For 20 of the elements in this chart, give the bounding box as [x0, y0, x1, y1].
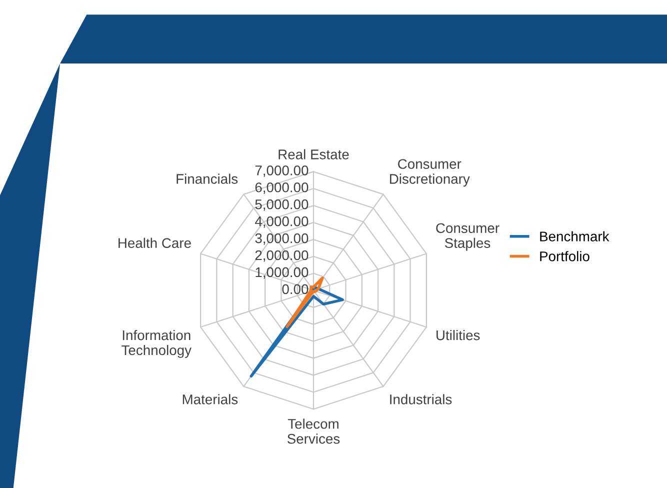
y-tick-label: 0.00 — [282, 284, 308, 294]
legend-label: Benchmark — [540, 231, 610, 242]
spoke-label: Real Estate — [278, 149, 349, 160]
y-tick-label: 7,000.00 — [255, 166, 308, 177]
spoke-label: Consumer Staples — [436, 223, 500, 251]
y-tick-label: 5,000.00 — [255, 199, 308, 211]
spoke-label: Utilities — [436, 330, 480, 340]
y-tick-label: 3,000.00 — [255, 233, 308, 245]
spoke-label: Industrials — [390, 394, 452, 404]
spoke-label: Telecom Services — [287, 418, 340, 444]
spoke-label: Health Care — [118, 238, 191, 248]
legend-label: Portfolio — [540, 251, 590, 262]
spoke-label: Information Technology — [122, 330, 192, 358]
y-tick-label: 4,000.00 — [255, 216, 308, 228]
y-tick-label: 1,000.00 — [256, 267, 308, 279]
y-tick-label: 6,000.00 — [255, 182, 308, 194]
spoke-label: Materials — [182, 394, 238, 404]
spoke-label: Consumer Discretionary — [390, 159, 470, 187]
y-tick-label: 2,000.00 — [255, 250, 308, 262]
spoke-label: Financials — [176, 174, 238, 184]
